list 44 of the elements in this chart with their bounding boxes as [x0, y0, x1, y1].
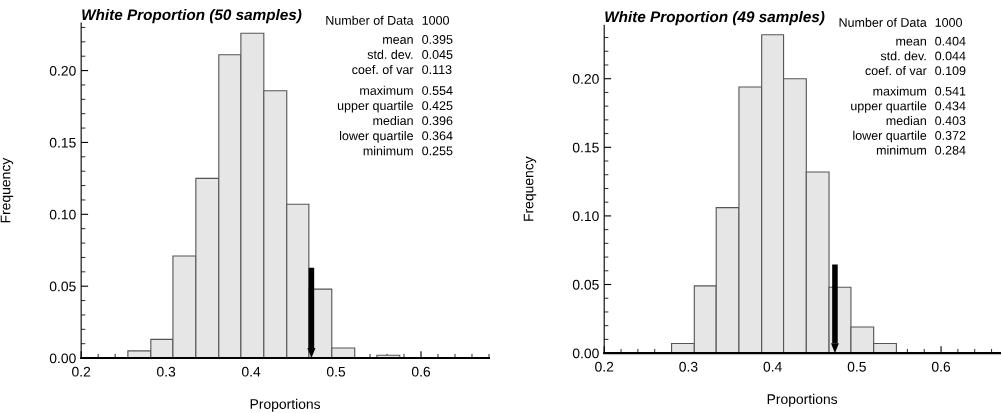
annotation: coef. of var 0.109	[865, 65, 966, 76]
x-tick-label: 0.3	[679, 361, 698, 372]
x-axis-title: Proportions	[767, 393, 838, 407]
annotation: upper quartile 0.434	[851, 101, 966, 113]
annotation: std. dev. 0.045	[367, 49, 453, 59]
annotation: mean 0.395	[383, 35, 453, 44]
x-tick-label: 0.5	[847, 361, 866, 372]
x-tick-label: 0.4	[241, 366, 261, 377]
annotation: median 0.403	[886, 115, 966, 126]
annotation: mean 0.404	[896, 36, 966, 46]
x-axis-title: Proportions	[250, 398, 321, 412]
annotation: lower quartile 0.364	[340, 131, 453, 143]
x-tick-label: 0.6	[931, 361, 951, 372]
x-tick-label: 0.3	[157, 366, 176, 377]
y-tick-label: 0.00	[572, 348, 599, 359]
annotation: maximum 0.541	[873, 86, 966, 96]
chart-title: White Proportion (50 samples)	[82, 8, 302, 24]
y-tick-label: 0.15	[49, 137, 76, 148]
x-tick-label: 0.2	[72, 366, 91, 377]
y-axis-title: Frequency	[0, 157, 14, 223]
x-tick-label: 0.6	[411, 366, 431, 377]
x-tick-label: 0.5	[326, 366, 346, 377]
y-tick-label: 0.10	[49, 209, 76, 220]
chart-title: White Proportion (49 samples)	[605, 10, 825, 26]
annotation: upper quartile 0.425	[337, 100, 453, 113]
y-tick-label: 0.15	[572, 142, 599, 153]
y-tick-label: 0.05	[49, 281, 76, 292]
y-tick-label: 0.05	[572, 279, 599, 290]
annotation: maximum 0.554	[360, 85, 453, 95]
annotation: std. dev. 0.044	[880, 51, 966, 61]
annotation: lower quartile 0.372	[853, 130, 966, 143]
annotation: minimum 0.284	[876, 145, 966, 155]
annotation: Number of Data 1000	[839, 17, 963, 27]
annotation: median 0.396	[373, 115, 453, 126]
x-tick-label: 0.2	[595, 361, 614, 372]
y-axis-title: Frequency	[523, 156, 537, 221]
y-tick-label: 0.10	[572, 211, 599, 222]
y-tick-label: 0.20	[572, 74, 599, 84]
y-tick-label: 0.20	[49, 65, 76, 76]
annotation: minimum 0.255	[363, 146, 453, 156]
annotation: Number of Data 1000	[326, 15, 450, 25]
annotation: coef. of var 0.113	[352, 64, 452, 75]
x-tick-label: 0.4	[763, 361, 782, 372]
y-tick-label: 0.00	[49, 353, 76, 364]
